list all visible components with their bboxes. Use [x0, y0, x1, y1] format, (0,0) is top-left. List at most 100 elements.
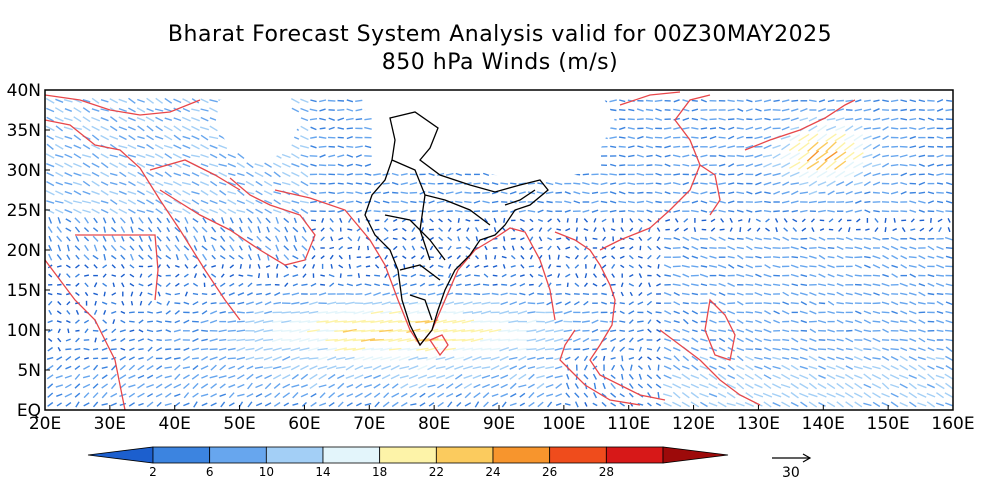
wind-vector [255, 199, 263, 205]
wind-vector [782, 329, 790, 333]
wind-vector [173, 329, 181, 333]
wind-vector [73, 162, 82, 168]
wind-vector [545, 191, 554, 195]
wind-vector [328, 182, 335, 185]
wind-vector [809, 99, 817, 103]
wind-vector [110, 402, 117, 407]
wind-vector [200, 208, 209, 214]
wind-vector [864, 201, 871, 203]
wind-vector [674, 218, 679, 223]
wind-vector [127, 126, 136, 131]
wind-vector [119, 393, 127, 398]
wind-vector [355, 118, 363, 121]
wind-vector [482, 383, 490, 389]
wind-vector [537, 200, 544, 204]
wind-vector [762, 392, 773, 398]
wind-vector [245, 356, 255, 361]
wind-vector [164, 199, 173, 205]
wind-vector [600, 173, 608, 176]
wind-vector [300, 171, 309, 178]
wind-vector [364, 402, 372, 406]
wind-vector [527, 302, 536, 305]
wind-vector [663, 365, 672, 370]
wind-vector [845, 337, 854, 343]
wind-vector [628, 392, 634, 398]
masked-terrain-tibet [360, 92, 615, 180]
wind-vector [183, 301, 190, 305]
wind-vector [437, 209, 444, 213]
wind-vector [927, 373, 935, 381]
wind-vector [351, 319, 366, 324]
wind-vector [300, 180, 309, 187]
wind-vector [908, 264, 917, 268]
wind-vector [110, 392, 118, 398]
wind-vector [165, 254, 172, 260]
wind-vector [826, 401, 836, 408]
wind-vector [191, 125, 200, 132]
wind-vector [355, 99, 363, 102]
wind-vector [101, 347, 108, 351]
wind-vector [398, 355, 410, 361]
wind-vector [853, 356, 863, 361]
wind-vector [130, 291, 134, 297]
wind-vector [699, 383, 709, 389]
wind-vector [872, 135, 881, 140]
wind-vector [881, 319, 890, 324]
wind-vector [683, 227, 689, 232]
wind-vector [782, 338, 790, 342]
wind-vector [109, 154, 118, 158]
wind-vector [863, 181, 871, 187]
wind-vector [191, 347, 200, 351]
wind-vector [772, 118, 781, 121]
wind-vector [64, 135, 73, 140]
wind-vector [337, 109, 345, 111]
wind-vector [275, 216, 279, 224]
wind-vector [200, 116, 209, 122]
wind-vector [927, 274, 935, 278]
wind-vector [403, 264, 406, 269]
wind-vector [46, 172, 54, 177]
wind-vector [947, 227, 951, 233]
wind-vector [264, 301, 272, 306]
wind-vector [537, 401, 544, 408]
wind-vector [291, 384, 300, 388]
wind-vector [246, 365, 254, 370]
wind-vector [736, 127, 744, 130]
wind-vector [584, 273, 588, 279]
wind-vector [764, 200, 771, 204]
wind-vector [347, 236, 353, 242]
wind-vector [175, 235, 180, 242]
wind-vector [745, 108, 753, 112]
wind-vector [290, 364, 300, 371]
wind-vector [329, 218, 334, 223]
wind-vector [219, 302, 227, 305]
wind-vector [118, 199, 128, 205]
wind-vector [364, 191, 372, 195]
wind-vector [691, 364, 699, 371]
wind-vector [275, 244, 280, 252]
wind-vector [438, 218, 443, 223]
wind-vector [872, 255, 881, 260]
wind-vector [48, 309, 53, 315]
wind-vector [508, 311, 519, 314]
wind-vector [184, 291, 188, 297]
wind-vector [365, 265, 371, 268]
wind-vector [899, 282, 908, 287]
wind-vector [138, 283, 144, 287]
wind-vector [299, 347, 310, 351]
wind-vector [583, 300, 589, 306]
wind-vector [355, 191, 363, 195]
wind-vector [47, 320, 53, 324]
wind-vector [456, 401, 462, 407]
wind-vector [591, 209, 599, 213]
wind-vector [610, 246, 616, 250]
wind-vector [74, 383, 81, 389]
wind-vector [854, 108, 863, 112]
wind-vector [736, 355, 744, 362]
wind-vector [309, 118, 318, 121]
wind-vector [318, 136, 327, 139]
wind-vector [535, 347, 546, 352]
wind-vector [465, 236, 471, 242]
wind-vector [442, 319, 457, 324]
wind-vector [656, 356, 661, 361]
